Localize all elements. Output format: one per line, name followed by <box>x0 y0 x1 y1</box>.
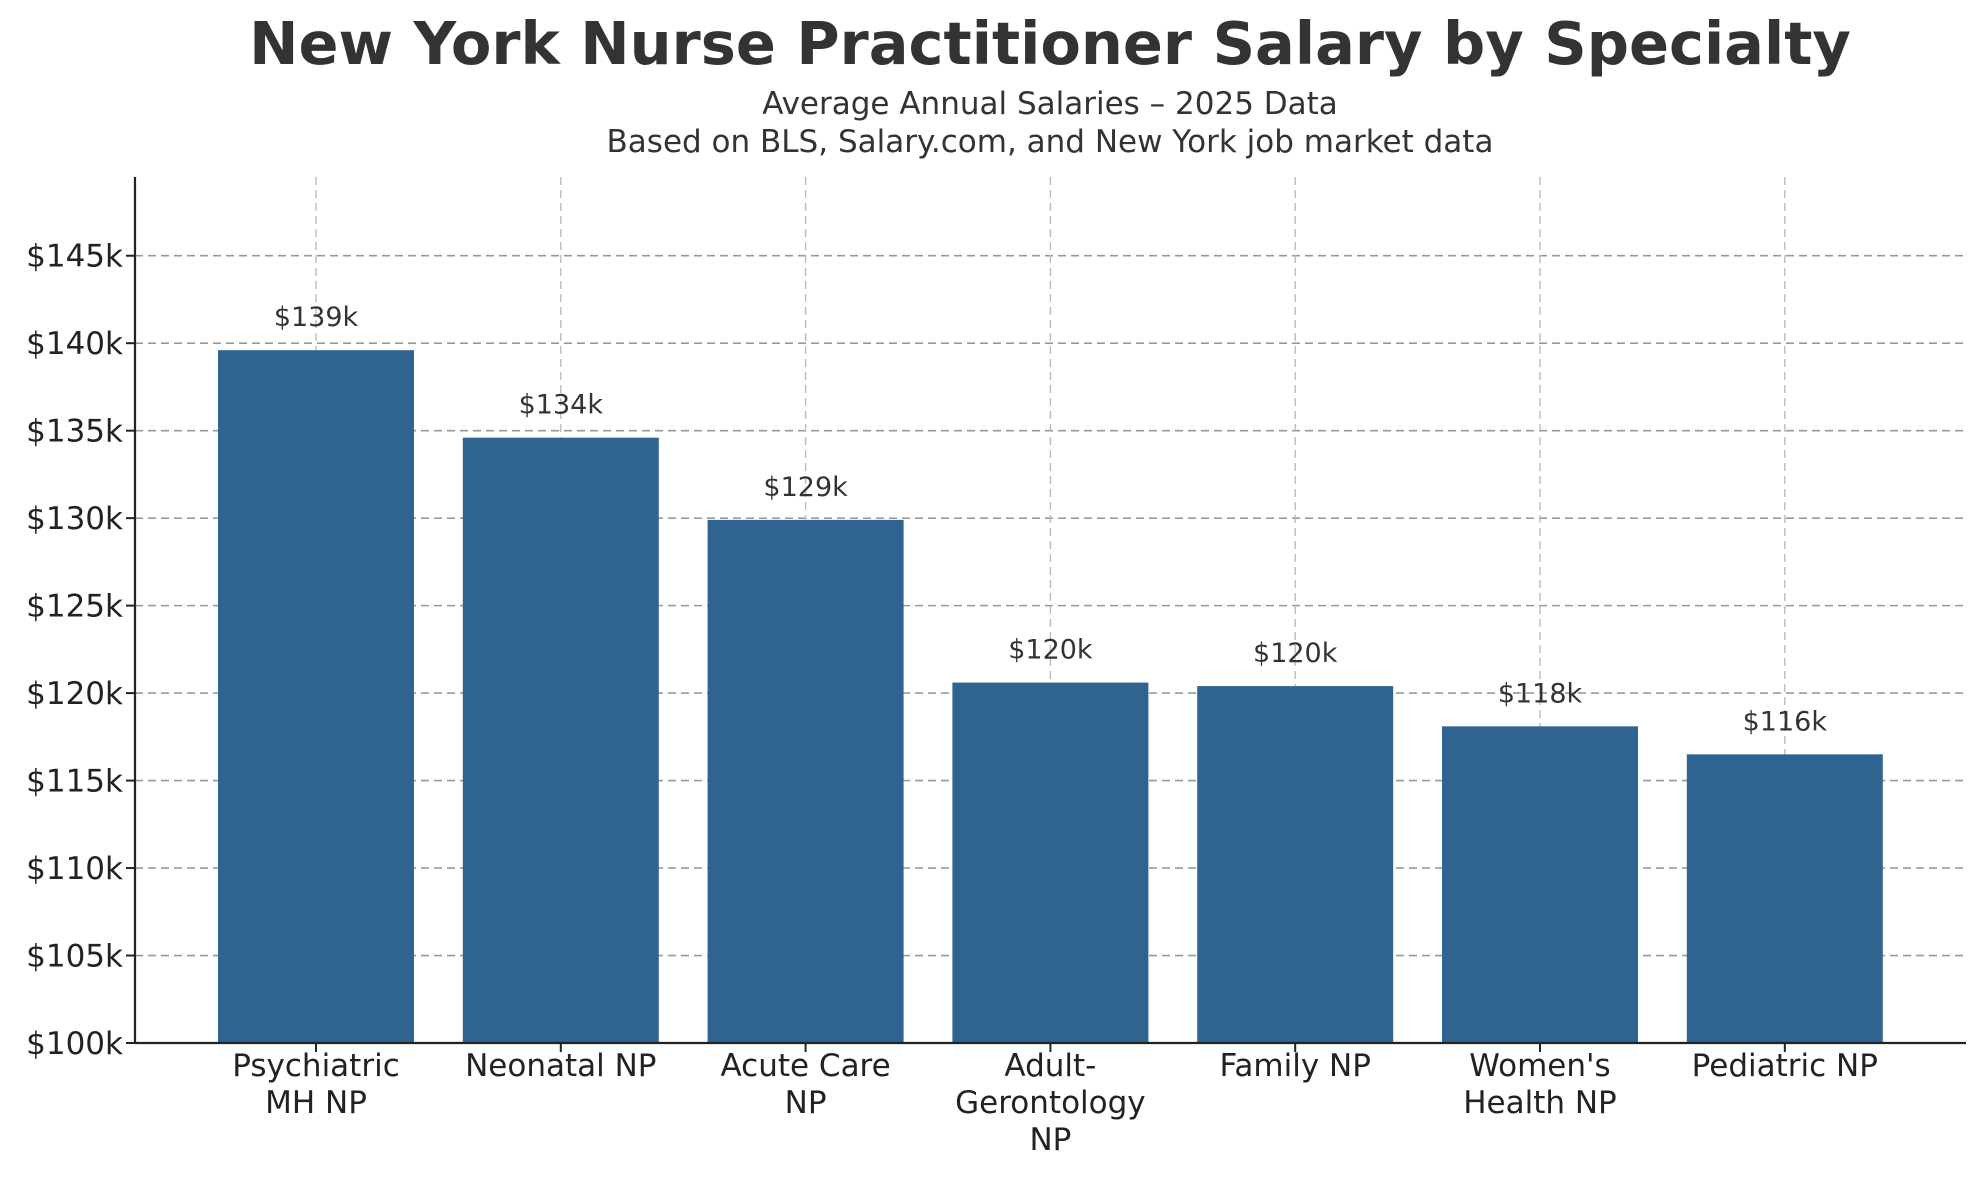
data-label-6: $116k <box>1743 706 1828 737</box>
x-category-label-2-line-1: NP <box>785 1085 827 1121</box>
y-tick-label-1: $105k <box>26 939 123 975</box>
x-category-label-6-line-0: Pediatric NP <box>1692 1048 1878 1084</box>
y-axis-ticks: $100k $105k $110k $115k $120k $125k $130k $135k… <box>26 239 135 1062</box>
y-tick-label-5: $125k <box>26 589 123 625</box>
x-category-label-3-line-2: NP <box>1029 1122 1071 1158</box>
x-category-label-4: Family NP <box>1219 1048 1371 1084</box>
data-label-3: $120k <box>1008 635 1093 666</box>
chart-subtitle-line-1: Average Annual Salaries – 2025 Data <box>762 86 1338 122</box>
chart-subtitle-line-2: Based on BLS, Salary.com, and New York j… <box>607 124 1494 160</box>
data-label-0: $139k <box>274 302 359 333</box>
y-tick-label-8: $140k <box>26 326 123 362</box>
y-tick-label-3: $115k <box>26 764 123 800</box>
x-category-label-6: Pediatric NP <box>1692 1048 1878 1084</box>
x-category-label-3-line-0: Adult- <box>1004 1048 1096 1084</box>
y-tick-label-2: $110k <box>26 851 123 887</box>
data-label-4: $120k <box>1253 638 1338 669</box>
data-label-1: $134k <box>519 390 604 421</box>
x-category-label-5-line-0: Women's <box>1469 1048 1610 1084</box>
x-category-label-3-line-1: Gerontology <box>955 1085 1146 1121</box>
bar-3 <box>952 682 1149 1043</box>
data-label-5: $118k <box>1498 678 1583 709</box>
x-category-label-4-line-0: Family NP <box>1219 1048 1371 1084</box>
y-tick-label-4: $120k <box>26 676 123 712</box>
x-category-label-1: Neonatal NP <box>465 1048 656 1084</box>
x-category-label-1-line-0: Neonatal NP <box>465 1048 656 1084</box>
x-category-label-5-line-1: Health NP <box>1463 1085 1617 1121</box>
x-category-label-0-line-1: MH NP <box>265 1085 367 1121</box>
bar-0 <box>218 350 414 1043</box>
x-category-label-2-line-0: Acute Care <box>720 1048 890 1084</box>
bar-5 <box>1442 726 1638 1043</box>
bar-6 <box>1686 754 1883 1043</box>
bar-1 <box>462 437 659 1043</box>
bar-2 <box>707 519 904 1043</box>
data-labels: $139k $134k $129k $120k $120k $118k $116k <box>274 302 1828 737</box>
x-category-label-0-line-0: Psychiatric <box>232 1048 400 1084</box>
y-tick-label-7: $135k <box>26 414 123 450</box>
y-tick-label-6: $130k <box>26 501 123 537</box>
y-tick-label-9: $145k <box>26 239 123 275</box>
y-tick-label-0: $100k <box>26 1026 123 1062</box>
bars <box>218 350 1883 1043</box>
bar-4 <box>1197 686 1394 1043</box>
data-label-2: $129k <box>763 472 848 503</box>
chart-title: New York Nurse Practitioner Salary by Sp… <box>249 9 1851 78</box>
